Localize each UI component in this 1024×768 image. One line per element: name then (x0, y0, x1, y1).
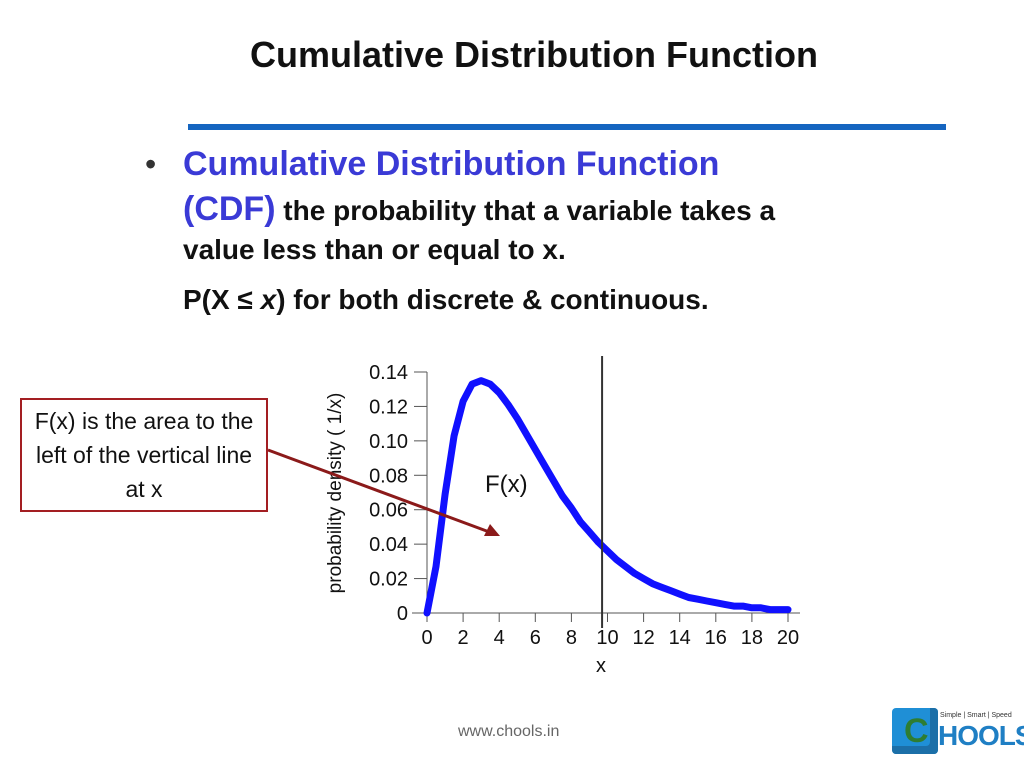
x-tick-label: 10 (596, 627, 618, 649)
region-label: F(x) (485, 471, 528, 498)
formula-line: P(X ≤ x) for both discrete & continuous. (183, 284, 709, 316)
chools-logo: C Simple | Smart | Speed HOOLS (892, 708, 1024, 758)
x-axis-label: x (596, 655, 606, 677)
slide-title: Cumulative Distribution Function (250, 34, 818, 75)
x-tick-label: 8 (566, 627, 577, 649)
y-axis: 0 0.02 0.04 0.06 0.08 0.10 0.12 0.14 (369, 362, 428, 625)
formula-variable: x (260, 284, 277, 315)
x-tick-label: 18 (741, 627, 763, 649)
y-tick-label: 0.10 (369, 431, 408, 453)
logo-word: HOOLS (938, 720, 1024, 751)
y-tick-label: 0.14 (369, 362, 408, 384)
title-underline (188, 124, 946, 130)
formula-suffix: ) for both discrete & continuous. (276, 284, 709, 315)
x-tick-label: 2 (458, 627, 469, 649)
x-tick-label: 14 (669, 627, 691, 649)
footer-url[interactable]: www.chools.in (458, 723, 560, 740)
logo-cube-icon (892, 708, 938, 754)
y-tick-label: 0.06 (369, 500, 408, 522)
x-tick-label: 16 (705, 627, 727, 649)
logo-tagline: Simple | Smart | Speed (940, 712, 1012, 719)
cdf-term-abbrev: (CDF) (183, 189, 276, 228)
x-tick-label: 6 (530, 627, 541, 649)
formula-prefix: P(X ≤ (183, 284, 261, 315)
x-axis: 0 2 4 6 8 10 12 14 16 18 20 (412, 612, 800, 649)
x-tick-label: 20 (777, 627, 799, 649)
y-tick-label: 0.02 (369, 569, 408, 591)
x-tick-label: 0 (421, 627, 432, 649)
bullet-text: Cumulative Distribution Function (CDF) t… (183, 142, 943, 269)
y-tick-label: 0.08 (369, 465, 408, 487)
density-curve (423, 377, 792, 617)
callout-arrowhead (484, 524, 500, 536)
bullet-dot: • (145, 146, 157, 182)
y-tick-label: 0.04 (369, 534, 408, 556)
x-tick-label: 4 (494, 627, 505, 649)
y-tick-label: 0 (397, 603, 408, 625)
callout-arrow (267, 448, 493, 535)
y-axis-label: probability density ( 1/x) (325, 393, 346, 594)
cdf-definition-1: the probability that a variable takes a (275, 194, 776, 226)
cdf-term-line1: Cumulative Distribution Function (183, 145, 720, 183)
cdf-definition-2: value less than or equal to x. (183, 233, 566, 265)
x-tick-label: 12 (632, 627, 654, 649)
y-tick-label: 0.12 (369, 396, 408, 418)
logo-c-glyph: C (904, 712, 929, 750)
callout-box: F(x) is the area to the left of the vert… (20, 398, 268, 512)
